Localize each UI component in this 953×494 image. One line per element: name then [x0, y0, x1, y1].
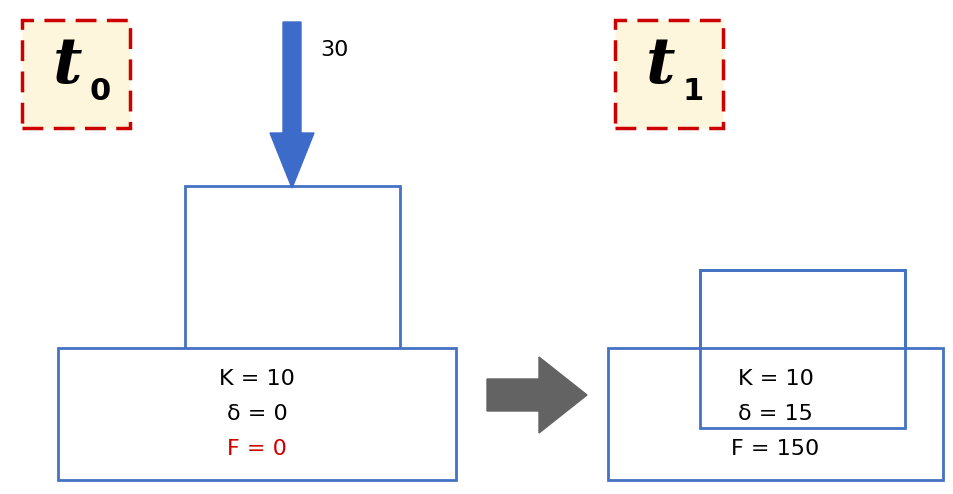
Polygon shape	[486, 357, 586, 433]
Text: K = 10: K = 10	[737, 369, 813, 389]
Text: 0: 0	[89, 77, 111, 106]
Polygon shape	[270, 22, 314, 188]
FancyBboxPatch shape	[700, 270, 904, 428]
Text: F = 150: F = 150	[731, 439, 819, 459]
Text: 30: 30	[319, 40, 348, 60]
FancyBboxPatch shape	[607, 348, 942, 480]
FancyBboxPatch shape	[58, 348, 456, 480]
Text: t: t	[645, 35, 675, 96]
Text: 1: 1	[681, 77, 702, 106]
Text: F = 0: F = 0	[227, 439, 287, 459]
Text: K = 10: K = 10	[219, 369, 294, 389]
FancyBboxPatch shape	[22, 20, 130, 128]
FancyBboxPatch shape	[615, 20, 722, 128]
Text: δ = 0: δ = 0	[227, 404, 287, 424]
Text: δ = 15: δ = 15	[738, 404, 812, 424]
Text: t: t	[52, 35, 82, 96]
FancyBboxPatch shape	[185, 186, 399, 349]
